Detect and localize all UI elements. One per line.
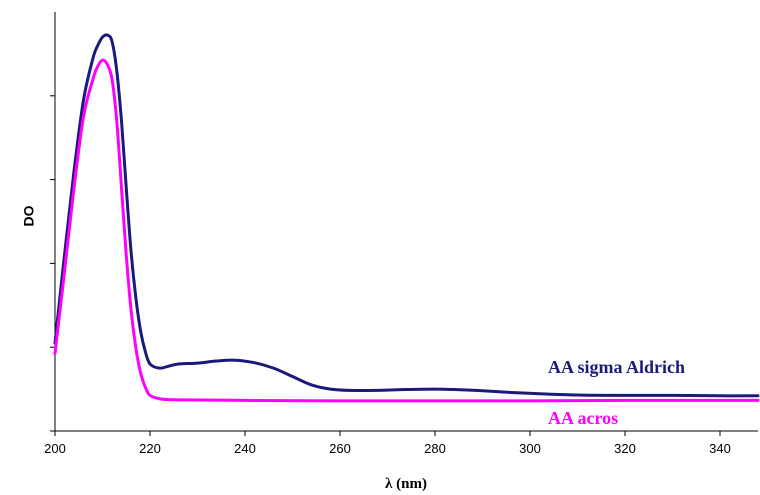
series-layer — [53, 33, 760, 403]
x-tick-label: 260 — [329, 441, 351, 456]
series-label-aa-acros: AA acros — [548, 408, 618, 428]
labels-layer: DO λ (nm) AA sigma Aldrich AA acros — [21, 205, 685, 492]
axes: 200 220 240 260 280 300 320 340 — [44, 12, 758, 456]
x-tick-label: 200 — [44, 441, 66, 456]
x-tick-label: 300 — [519, 441, 541, 456]
x-axis-title: λ (nm) — [385, 476, 427, 492]
series-line-aa-sigma-aldrich — [53, 33, 760, 398]
series-label-aa-sigma-aldrich: AA sigma Aldrich — [548, 357, 685, 377]
x-tick-label: 220 — [139, 441, 161, 456]
x-tick-label: 320 — [614, 441, 636, 456]
x-tick-label: 340 — [709, 441, 731, 456]
series-line-aa-acros — [53, 58, 760, 403]
x-tick-label: 280 — [424, 441, 446, 456]
y-axis-title: DO — [21, 205, 37, 226]
x-tick-label: 240 — [234, 441, 256, 456]
